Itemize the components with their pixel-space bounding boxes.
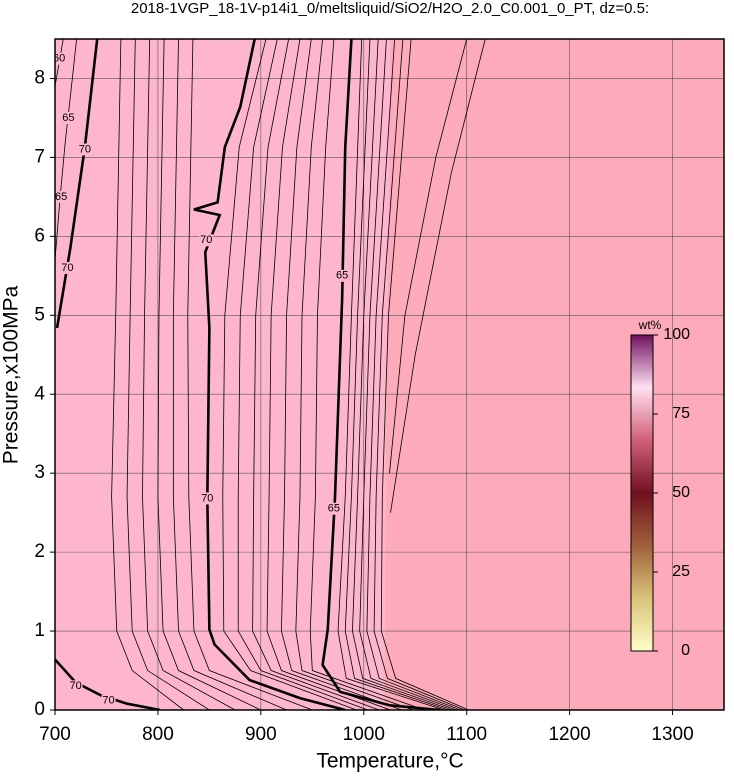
contour-line — [55, 39, 99, 329]
contour-label-bg — [68, 680, 83, 693]
y-tick-label: 5 — [34, 304, 45, 325]
contour-label: 60 — [53, 53, 65, 65]
contour-line — [337, 39, 445, 710]
contour-line — [281, 39, 402, 710]
plot-frame — [54, 38, 725, 711]
contour-line — [111, 39, 184, 710]
contour-label: 70 — [102, 694, 114, 706]
x-tick-label: 900 — [245, 724, 277, 745]
x-tick-label: 1300 — [651, 724, 693, 745]
x-tick-label: 700 — [39, 724, 71, 745]
y-tick-label: 8 — [34, 67, 45, 88]
contour-label: 65 — [336, 270, 348, 282]
chart-title: 2018-1VGP_18-1V-p14i1_0/meltsliquid/SiO2… — [131, 0, 649, 17]
contour-line — [366, 39, 461, 710]
contour-label: 70 — [69, 680, 81, 692]
contour-label-bg — [335, 269, 350, 282]
contour-line — [187, 39, 313, 710]
contour-label-bg — [326, 502, 341, 515]
x-tick-label: 800 — [142, 724, 174, 745]
y-tick-label: 0 — [34, 699, 45, 720]
contour-line — [252, 39, 380, 710]
contour-label-bg — [200, 492, 215, 505]
contour-line — [389, 39, 468, 474]
colorbar-tick-label: 50 — [672, 484, 690, 501]
contour-line — [295, 39, 414, 710]
y-tick-label: 3 — [34, 462, 45, 483]
contour-line — [309, 39, 425, 710]
y-tick-label: 7 — [34, 146, 45, 167]
contour-line — [172, 39, 287, 710]
colorbar — [630, 334, 654, 652]
contour-label: 70 — [79, 143, 91, 155]
contour-line — [237, 39, 369, 710]
contour-line — [126, 39, 210, 710]
contour-label-bg — [55, 52, 67, 65]
contour-label-bg — [199, 234, 214, 247]
contour-label: 65 — [328, 503, 340, 515]
colorbar-tick-label: 100 — [663, 326, 690, 343]
contour-label: 70 — [201, 492, 213, 504]
contour-line — [352, 39, 453, 710]
contour-label-bg — [101, 694, 116, 707]
x-axis-label: Temperature,°C — [316, 750, 463, 773]
contour-line — [380, 39, 469, 710]
y-axis-label: Pressure,x100MPa — [0, 285, 23, 464]
region — [384, 39, 724, 710]
contour-line — [55, 658, 161, 710]
x-tick-label: 1000 — [343, 724, 385, 745]
contour-line — [373, 39, 465, 710]
contour-line — [222, 39, 357, 710]
colorbar-tick-label: 75 — [672, 405, 690, 422]
contour-label-bg — [61, 111, 76, 124]
contour-line — [359, 39, 457, 710]
contour-label: 65 — [55, 191, 67, 203]
contour-line — [266, 39, 391, 710]
y-tick-label: 4 — [34, 383, 45, 404]
contour-label: 70 — [200, 234, 212, 246]
colorbar-label: wt% — [638, 318, 662, 332]
contour-line — [157, 39, 262, 710]
contour-line — [193, 39, 346, 710]
y-tick-label: 6 — [34, 225, 45, 246]
plot-area: 70 70 65 65 70 70 70 70 65 65 60 — [53, 39, 724, 710]
contour-line — [321, 39, 441, 710]
contour-label: 65 — [62, 112, 74, 124]
contour-line — [390, 39, 486, 513]
contour-label-bg — [55, 190, 69, 203]
contour-line — [142, 39, 236, 710]
y-tick-label: 1 — [34, 620, 45, 641]
x-tick-label: 1100 — [446, 724, 487, 745]
colorbar-tick-label: 25 — [672, 563, 690, 580]
contour-line — [55, 39, 78, 261]
y-tick-label: 2 — [34, 541, 45, 562]
contour-label: 70 — [61, 262, 73, 274]
colorbar-tick-label: 0 — [681, 642, 690, 659]
contour-line — [344, 39, 449, 710]
contour-label-bg — [60, 261, 75, 274]
x-tick-label: 1200 — [548, 724, 590, 745]
contour-label-bg — [77, 143, 92, 156]
